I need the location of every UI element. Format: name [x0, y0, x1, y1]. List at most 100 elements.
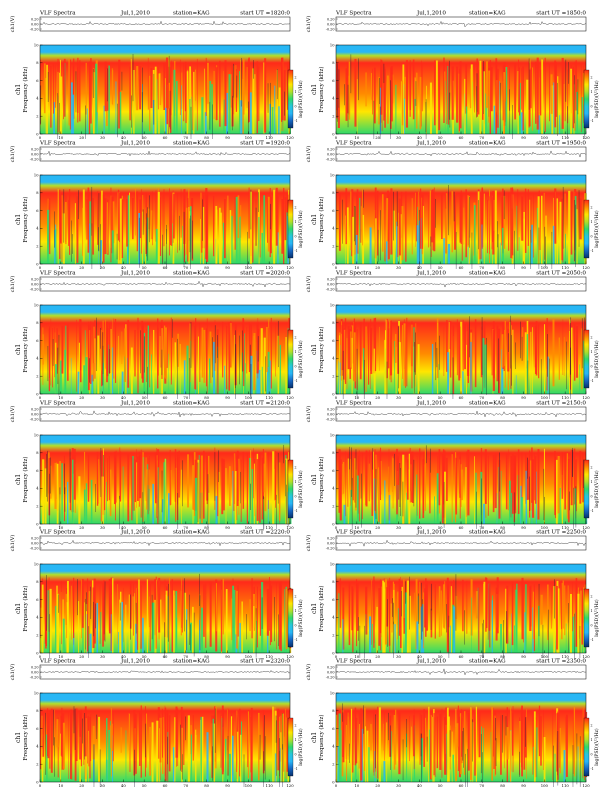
spectrogram-streak: [415, 323, 417, 387]
spectrogram-streak: [493, 105, 496, 134]
spectrogram-streak: [270, 317, 272, 389]
x-tick-label: 20: [79, 135, 84, 139]
chart-date: Jul,1,2010: [120, 11, 150, 17]
colorbar: [583, 69, 590, 129]
spectrogram-streak: [119, 198, 122, 264]
spectrogram-streak: [268, 319, 270, 378]
spectrogram-sferic: [519, 751, 520, 777]
spectrogram-streak: [511, 454, 514, 514]
spectrogram-streak: [78, 342, 81, 394]
spectrogram-sferic: [481, 478, 482, 529]
spectrogram-streak: [339, 335, 341, 394]
spectrogram-sferic: [421, 582, 422, 640]
spectrogram-streak: [465, 106, 468, 134]
spectrogram-streak: [104, 61, 107, 112]
spectrogram-streak: [371, 584, 373, 645]
y-axis-channel: ch1: [311, 732, 318, 743]
colorbar: [287, 459, 294, 519]
spectrogram-sferic: [448, 60, 450, 120]
spectrogram-streak: [146, 328, 147, 383]
spectrogram-streak: [78, 476, 81, 524]
colorbar-tick-label: 2: [591, 75, 593, 79]
spectrogram-streak: [67, 324, 69, 381]
y-axis-channel: ch1: [311, 84, 318, 95]
spectrogram-streak: [147, 457, 149, 515]
spectrogram-streak: [426, 85, 427, 134]
y-tick-label: 2: [36, 634, 38, 638]
spectrogram-streak: [281, 57, 284, 121]
x-tick-label: 0: [335, 395, 338, 399]
spectrogram-streak: [574, 61, 576, 131]
spectrogram-streak: [235, 196, 238, 264]
spectrogram-streak: [272, 706, 274, 782]
spectrogram-streak: [342, 462, 345, 494]
waveform-ylabel: ch1(V): [306, 406, 312, 423]
spectrogram-streak: [50, 708, 53, 773]
spectrogram-streak: [235, 65, 237, 109]
spectrogram-sferic: [167, 736, 168, 765]
y-tick-label: 6: [36, 79, 39, 83]
colorbar-label: log(PSD)(V²/Hz): [593, 210, 600, 248]
spectrogram-sferic: [455, 231, 457, 269]
spectrogram-streak: [444, 717, 446, 775]
spectrogram-sferic: [182, 460, 183, 507]
spectrogram-sferic: [402, 481, 404, 517]
chart-station: station=KAG: [173, 141, 210, 147]
colorbar: [287, 588, 294, 648]
spectrogram-sferic: [132, 53, 134, 102]
spectrogram-streak: [110, 329, 112, 394]
spectrogram-sferic: [483, 60, 484, 115]
spectrogram-sferic: [103, 454, 104, 477]
spectrogram-sferic: [58, 594, 59, 613]
spectrogram-streak: [69, 709, 72, 780]
spectrogram-streak: [228, 466, 231, 506]
spectrogram-sferic: [78, 190, 79, 220]
colorbar-label: log(PSD)(V²/Hz): [593, 728, 600, 766]
spectrogram-streak: [88, 591, 91, 646]
spectrogram-streak: [183, 62, 185, 122]
y-tick-label: 2: [332, 505, 334, 509]
spectrogram-streak: [79, 60, 81, 122]
waveform-ylabel: ch1(V): [306, 535, 312, 552]
spectrogram-streak: [135, 188, 136, 236]
spectrogram-streak: [60, 715, 62, 756]
spectrogram-streak: [91, 374, 93, 394]
spectrogram-streak: [181, 584, 183, 633]
y-tick-label: 8: [36, 709, 39, 713]
colorbar-tick-label: 2: [295, 594, 297, 598]
spectrogram-streak: [383, 582, 386, 653]
panel-svg: VLF Spectra Jul,1,2010 station=KAG start UT…: [306, 530, 600, 658]
spectrogram-streak: [350, 708, 353, 782]
spectrogram-sferic: [578, 190, 580, 247]
spectrogram-streak: [119, 192, 120, 243]
spectrogram-streak: [138, 451, 140, 507]
spectrogram-streak: [532, 591, 535, 640]
spectrogram-streak: [133, 710, 136, 776]
spectrogram-streak: [57, 189, 59, 264]
spectrogram-streak: [258, 66, 260, 122]
x-tick-label: 90: [225, 265, 230, 269]
spectrogram-sferic: [430, 448, 431, 473]
spectrogram-sferic: [349, 743, 350, 763]
spectrogram-streak: [139, 66, 142, 110]
spectrogram-streak: [256, 459, 259, 521]
x-tick-label: 10: [58, 395, 63, 399]
spectrogram-streak: [187, 198, 189, 262]
spectrogram-streak: [563, 750, 566, 782]
waveform-ylabel: ch1(V): [10, 16, 16, 33]
spectrogram-streak: [139, 454, 142, 499]
chart-title: VLF Spectra: [39, 271, 76, 277]
spectrogram-streak: [112, 201, 115, 244]
spectrogram-streak: [400, 585, 402, 648]
spectrogram-streak: [360, 206, 362, 230]
spectrogram-sferic: [140, 330, 141, 374]
spectrogram-streak: [157, 707, 160, 759]
spectrogram-streak: [481, 224, 483, 264]
spectrogram-streak: [438, 364, 440, 394]
chart-date: Jul,1,2010: [120, 401, 150, 407]
spectrogram-sferic: [574, 613, 575, 658]
spectrogram-streak: [460, 469, 463, 501]
spectrogram-streak: [469, 68, 472, 109]
spectrogram-streak: [436, 318, 439, 379]
spectrogram-sferic: [93, 68, 95, 99]
